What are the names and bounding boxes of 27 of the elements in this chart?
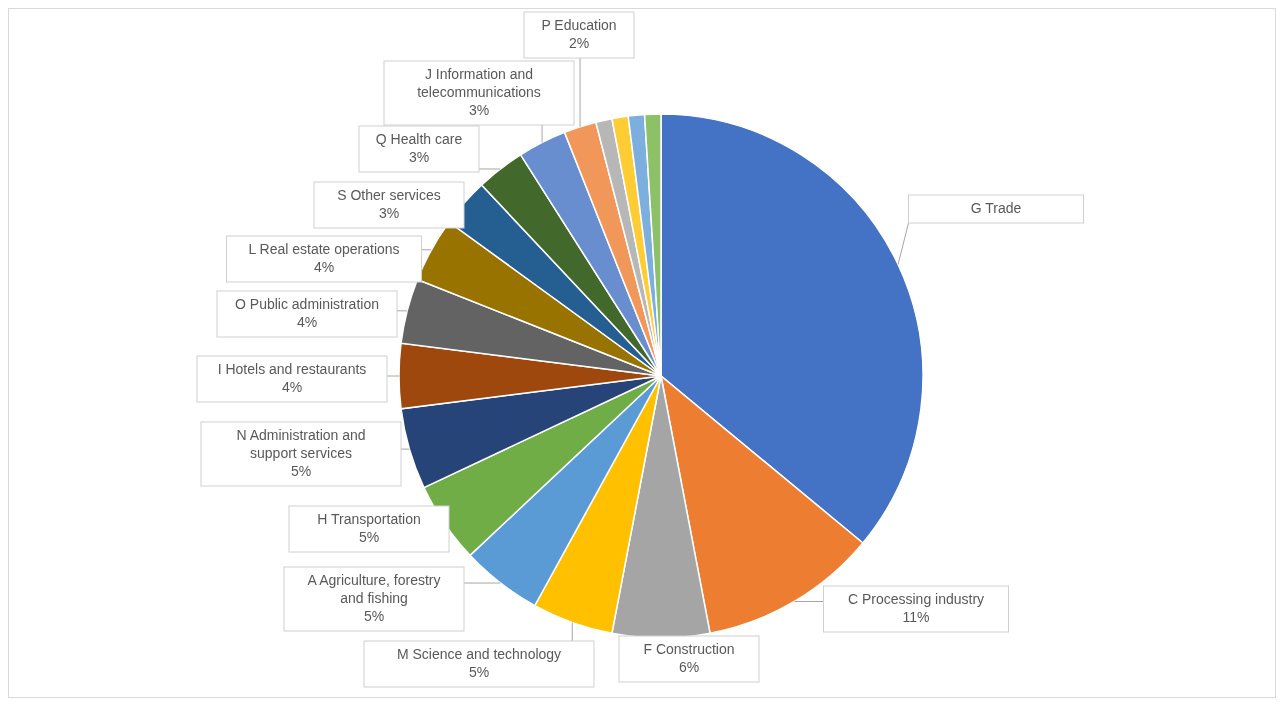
slice-label: G Trade: [970, 200, 1022, 216]
slice-label: Q Health care: [375, 131, 463, 147]
data-label: 3%: [408, 149, 430, 165]
data-label: 4%: [281, 379, 303, 395]
data-label: 5%: [363, 608, 385, 624]
slice-label: J Information and telecommunications: [417, 66, 541, 100]
slice-label: A Agriculture, forestry and fishing: [307, 572, 441, 606]
data-label: 6%: [678, 659, 700, 675]
slice-label: L Real estate operations: [248, 241, 400, 257]
data-label: 2%: [568, 35, 590, 51]
data-label: 5%: [468, 664, 490, 680]
slice-label: H Transportation: [317, 511, 421, 527]
data-label: 3%: [378, 205, 400, 221]
slice-label: O Public administration: [235, 296, 379, 312]
slice-label: N Administration and support services: [236, 427, 366, 461]
slice-label: C Processing industry: [847, 591, 985, 607]
data-label: 5%: [358, 529, 380, 545]
data-label: 4%: [313, 259, 335, 275]
slice-label: I Hotels and restaurants: [217, 361, 367, 377]
slice-label: M Science and technology: [396, 646, 562, 662]
data-label: 3%: [468, 102, 490, 118]
data-label: 4%: [296, 314, 318, 330]
data-label: 11%: [902, 609, 930, 625]
slice-label: F Construction: [643, 641, 735, 657]
slice-label: S Other services: [337, 187, 441, 203]
slice-label: P Education: [541, 17, 617, 33]
data-label: 5%: [290, 463, 312, 479]
